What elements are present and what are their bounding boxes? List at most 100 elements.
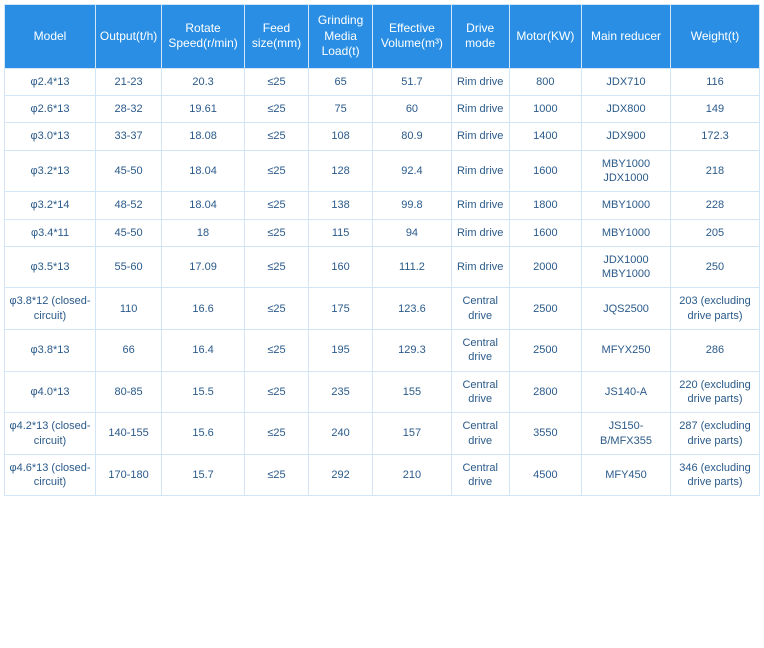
cell-motor: 3550 [509, 413, 581, 455]
cell-rotate: 15.7 [162, 454, 245, 496]
cell-drive: Rim drive [451, 219, 509, 246]
col-reducer: Main reducer [582, 5, 671, 69]
cell-grind: 138 [309, 192, 373, 219]
cell-weight: 220 (excluding drive parts) [670, 371, 759, 413]
cell-model: φ2.4*13 [5, 68, 96, 95]
cell-reducer: JDX800 [582, 96, 671, 123]
cell-effvol: 210 [373, 454, 452, 496]
cell-weight: 286 [670, 330, 759, 372]
cell-effvol: 80.9 [373, 123, 452, 150]
cell-model: φ4.0*13 [5, 371, 96, 413]
cell-weight: 228 [670, 192, 759, 219]
table-row: φ2.6*1328-3219.61≤257560Rim drive1000JDX… [5, 96, 760, 123]
cell-effvol: 51.7 [373, 68, 452, 95]
col-feed: Feed size(mm) [244, 5, 308, 69]
cell-model: φ3.2*13 [5, 150, 96, 192]
cell-grind: 175 [309, 288, 373, 330]
col-model: Model [5, 5, 96, 69]
cell-reducer: MFY450 [582, 454, 671, 496]
cell-output: 45-50 [96, 150, 162, 192]
cell-model: φ3.0*13 [5, 123, 96, 150]
cell-drive: Central drive [451, 330, 509, 372]
cell-reducer: MBY1000 JDX1000 [582, 150, 671, 192]
cell-feed: ≤25 [244, 246, 308, 288]
cell-weight: 205 [670, 219, 759, 246]
cell-model: φ3.2*14 [5, 192, 96, 219]
cell-motor: 1600 [509, 150, 581, 192]
col-rotate: Rotate Speed(r/min) [162, 5, 245, 69]
cell-effvol: 155 [373, 371, 452, 413]
cell-rotate: 18.04 [162, 150, 245, 192]
cell-weight: 218 [670, 150, 759, 192]
cell-output: 21-23 [96, 68, 162, 95]
cell-rotate: 18.08 [162, 123, 245, 150]
cell-model: φ2.6*13 [5, 96, 96, 123]
cell-rotate: 18 [162, 219, 245, 246]
cell-model: φ3.8*13 [5, 330, 96, 372]
cell-output: 66 [96, 330, 162, 372]
table-row: φ4.0*1380-8515.5≤25235155Central drive28… [5, 371, 760, 413]
cell-motor: 1600 [509, 219, 581, 246]
cell-drive: Central drive [451, 454, 509, 496]
cell-effvol: 157 [373, 413, 452, 455]
cell-motor: 2500 [509, 330, 581, 372]
cell-output: 170-180 [96, 454, 162, 496]
cell-rotate: 20.3 [162, 68, 245, 95]
col-motor: Motor(KW) [509, 5, 581, 69]
col-output: Output(t/h) [96, 5, 162, 69]
col-effvol: Effective Volume(m³) [373, 5, 452, 69]
cell-grind: 160 [309, 246, 373, 288]
cell-motor: 4500 [509, 454, 581, 496]
table-row: φ2.4*1321-2320.3≤256551.7Rim drive800JDX… [5, 68, 760, 95]
cell-reducer: JQS2500 [582, 288, 671, 330]
cell-feed: ≤25 [244, 330, 308, 372]
table-row: φ3.2*1448-5218.04≤2513899.8Rim drive1800… [5, 192, 760, 219]
cell-drive: Rim drive [451, 68, 509, 95]
cell-grind: 292 [309, 454, 373, 496]
cell-feed: ≤25 [244, 68, 308, 95]
cell-output: 110 [96, 288, 162, 330]
cell-drive: Central drive [451, 371, 509, 413]
cell-motor: 1000 [509, 96, 581, 123]
table-row: φ3.8*12 (closed-circuit)11016.6≤25175123… [5, 288, 760, 330]
cell-output: 33-37 [96, 123, 162, 150]
cell-model: φ4.2*13 (closed-circuit) [5, 413, 96, 455]
cell-drive: Central drive [451, 288, 509, 330]
cell-output: 48-52 [96, 192, 162, 219]
cell-reducer: MBY1000 [582, 192, 671, 219]
cell-rotate: 16.6 [162, 288, 245, 330]
cell-grind: 195 [309, 330, 373, 372]
cell-grind: 128 [309, 150, 373, 192]
cell-reducer: JS150-B/MFX355 [582, 413, 671, 455]
table-row: φ3.5*1355-6017.09≤25160111.2Rim drive200… [5, 246, 760, 288]
cell-motor: 2500 [509, 288, 581, 330]
cell-model: φ3.8*12 (closed-circuit) [5, 288, 96, 330]
cell-effvol: 92.4 [373, 150, 452, 192]
cell-feed: ≤25 [244, 413, 308, 455]
cell-weight: 250 [670, 246, 759, 288]
cell-feed: ≤25 [244, 96, 308, 123]
cell-feed: ≤25 [244, 454, 308, 496]
cell-effvol: 123.6 [373, 288, 452, 330]
cell-rotate: 19.61 [162, 96, 245, 123]
cell-effvol: 94 [373, 219, 452, 246]
col-grind: Grinding Media Load(t) [309, 5, 373, 69]
cell-rotate: 15.5 [162, 371, 245, 413]
cell-reducer: MBY1000 [582, 219, 671, 246]
cell-output: 80-85 [96, 371, 162, 413]
cell-drive: Rim drive [451, 246, 509, 288]
cell-model: φ3.4*11 [5, 219, 96, 246]
cell-feed: ≤25 [244, 219, 308, 246]
cell-motor: 2000 [509, 246, 581, 288]
cell-output: 55-60 [96, 246, 162, 288]
cell-grind: 65 [309, 68, 373, 95]
cell-grind: 108 [309, 123, 373, 150]
cell-feed: ≤25 [244, 123, 308, 150]
table-row: φ3.0*1333-3718.08≤2510880.9Rim drive1400… [5, 123, 760, 150]
cell-motor: 1800 [509, 192, 581, 219]
cell-weight: 149 [670, 96, 759, 123]
cell-motor: 2800 [509, 371, 581, 413]
cell-weight: 203 (excluding drive parts) [670, 288, 759, 330]
cell-feed: ≤25 [244, 288, 308, 330]
cell-reducer: JS140-A [582, 371, 671, 413]
